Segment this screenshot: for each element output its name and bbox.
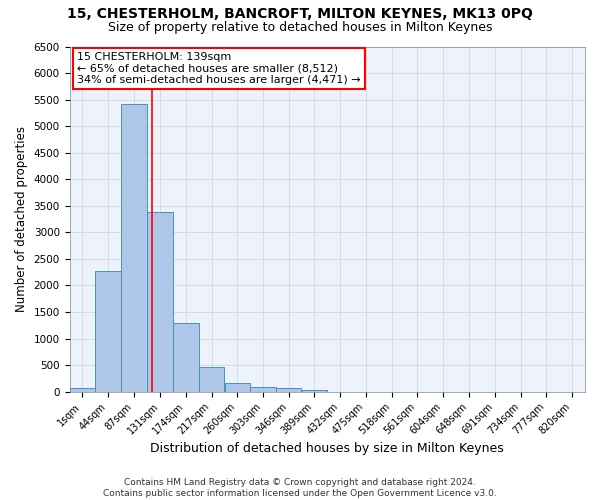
Text: 15 CHESTERHOLM: 139sqm
← 65% of detached houses are smaller (8,512)
34% of semi-: 15 CHESTERHOLM: 139sqm ← 65% of detached…: [77, 52, 361, 85]
X-axis label: Distribution of detached houses by size in Milton Keynes: Distribution of detached houses by size …: [151, 442, 504, 455]
Bar: [199, 367, 224, 392]
Bar: [95, 271, 121, 392]
Bar: [148, 212, 173, 392]
Bar: [250, 388, 275, 392]
Bar: [224, 383, 250, 392]
Bar: [302, 390, 327, 392]
Bar: [276, 388, 301, 392]
Text: 15, CHESTERHOLM, BANCROFT, MILTON KEYNES, MK13 0PQ: 15, CHESTERHOLM, BANCROFT, MILTON KEYNES…: [67, 8, 533, 22]
Text: Size of property relative to detached houses in Milton Keynes: Size of property relative to detached ho…: [108, 21, 492, 34]
Bar: [70, 388, 95, 392]
Y-axis label: Number of detached properties: Number of detached properties: [15, 126, 28, 312]
Text: Contains HM Land Registry data © Crown copyright and database right 2024.
Contai: Contains HM Land Registry data © Crown c…: [103, 478, 497, 498]
Bar: [173, 323, 199, 392]
Bar: [121, 104, 147, 392]
